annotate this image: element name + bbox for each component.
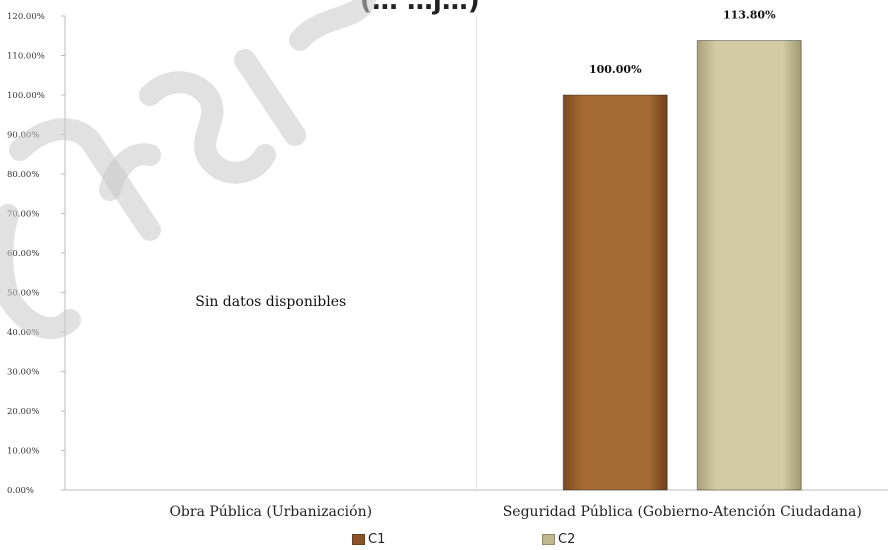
data-label-c1: 100.00% — [589, 63, 642, 76]
y-tick-label: 0.00% — [7, 486, 34, 496]
x-category-label: Seguridad Pública (Gobierno-Atención Ciu… — [503, 504, 862, 520]
y-tick-label: 100.00% — [7, 91, 45, 101]
x-category-label: Obra Pública (Urbanización) — [169, 504, 372, 520]
labels: Sin datos disponibles 100.00% 113.80% — [195, 8, 776, 310]
legend-item-c1: C1 — [352, 532, 385, 547]
data-label-c2: 113.80% — [723, 8, 776, 21]
y-tick-label: 10.00% — [7, 447, 39, 457]
y-tick-label: 50.00% — [7, 289, 39, 299]
bars — [562, 39, 802, 491]
chart-title-fragment: (… …j…) — [360, 0, 480, 16]
y-tick-label: 70.00% — [7, 210, 39, 220]
legend-item-c2: C2 — [542, 532, 575, 547]
legend: C1 C2 — [0, 532, 891, 550]
y-tick-label: 40.00% — [7, 328, 39, 338]
bar-c1 — [562, 94, 668, 491]
y-tick-label: 120.00% — [7, 12, 45, 22]
y-tick-label: 30.00% — [7, 368, 39, 378]
y-tick-label: 60.00% — [7, 249, 39, 259]
y-tick-label: 90.00% — [7, 131, 39, 141]
no-data-label: Sin datos disponibles — [195, 294, 346, 310]
y-tick-label: 20.00% — [7, 407, 39, 417]
legend-swatch-c2 — [542, 534, 555, 545]
bar-chart: 0.00% 10.00% 20.00% 30.00% 40.00% 50.00% 60.00… — [7, 8, 888, 520]
legend-label-c2: C2 — [558, 532, 576, 547]
legend-swatch-c1 — [352, 534, 365, 545]
legend-label-c1: C1 — [368, 532, 386, 547]
y-tick-label: 80.00% — [7, 170, 39, 180]
y-tick-label: 110.00% — [7, 52, 45, 62]
bar-c2 — [696, 39, 802, 491]
